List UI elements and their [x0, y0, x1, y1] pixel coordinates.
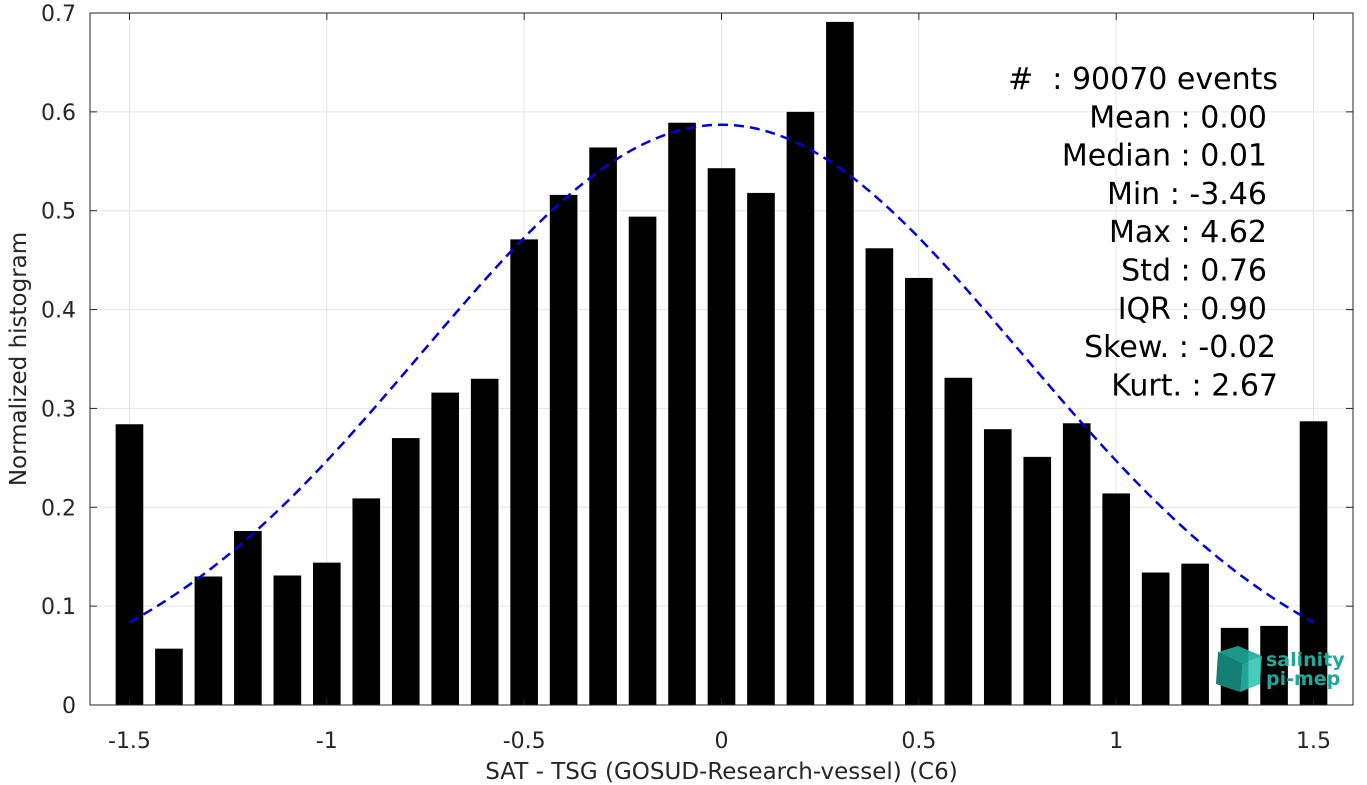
histogram-bar: [944, 377, 973, 705]
x-tick-label: 0: [715, 729, 729, 754]
axis-ticks: -1.5 -1 -0.5 0 0.5 1 1.5 0 0.1 0.2 0.3 0.4 0.5 0.6 0.7: [41, 2, 1353, 754]
histogram-bar: [865, 248, 894, 705]
histogram-bar: [589, 147, 617, 706]
histogram-bars: [115, 21, 1328, 706]
y-tick-label: 0.1: [41, 595, 76, 620]
stat-line: Max : 4.62: [1109, 215, 1267, 250]
y-axis-label: Normalized histogram: [6, 232, 32, 486]
histogram-bar: [668, 122, 696, 705]
histogram-bar: [391, 438, 420, 705]
histogram-bar: [352, 498, 381, 705]
histogram-bar: [1260, 625, 1288, 705]
histogram-bar: [983, 429, 1012, 705]
histogram-bar: [115, 424, 144, 705]
histogram-bar: [194, 576, 223, 705]
histogram-bar: [431, 392, 460, 705]
histogram-bar: [234, 531, 262, 705]
histogram-bar: [470, 378, 499, 705]
y-tick-label: 0.6: [41, 101, 76, 126]
histogram-bar: [1023, 456, 1052, 705]
logo-text-pimep: pi-mep: [1266, 668, 1340, 690]
stat-line: Skew. : -0.02: [1084, 330, 1276, 365]
stat-line: Min : -3.46: [1107, 177, 1267, 212]
histogram-bar: [1062, 423, 1091, 705]
histogram-bar: [786, 111, 815, 706]
x-tick-label: 1: [1109, 729, 1123, 754]
histogram-bar: [628, 216, 657, 705]
x-tick-label: -0.5: [503, 729, 546, 754]
histogram-bar: [1141, 572, 1170, 705]
normal-fit-curve: [128, 123, 1315, 624]
logo-text-salinity: salinity: [1266, 649, 1345, 671]
y-tick-label: 0: [62, 694, 76, 719]
stat-line: Median : 0.01: [1062, 139, 1267, 174]
stat-line: # : 90070 events: [1008, 62, 1278, 97]
histogram-bar: [155, 648, 183, 705]
x-tick-label: -1: [316, 729, 338, 754]
x-tick-label: 0.5: [901, 729, 936, 754]
y-tick-label: 0.3: [41, 397, 76, 422]
x-tick-label: -1.5: [108, 729, 151, 754]
histogram-bar: [510, 239, 538, 705]
y-tick-label: 0.2: [41, 496, 76, 521]
salinity-pimep-logo: salinity pi-mep: [1216, 646, 1345, 692]
stat-line: Kurt. : 2.67: [1111, 368, 1278, 403]
y-tick-label: 0.4: [41, 299, 76, 324]
histogram-bar: [747, 192, 775, 706]
histogram-bar: [826, 21, 854, 705]
stat-line: Mean : 0.00: [1089, 100, 1267, 135]
y-tick-label: 0.5: [41, 200, 76, 225]
histogram-bar: [1181, 563, 1209, 705]
stat-line: IQR : 0.90: [1118, 292, 1267, 327]
histogram-bar: [707, 168, 736, 706]
histogram-bar: [1102, 493, 1131, 705]
histogram-bar: [312, 562, 341, 705]
x-tick-label: 1.5: [1296, 729, 1331, 754]
histogram-bar: [549, 194, 578, 705]
y-tick-label: 0.7: [41, 2, 76, 27]
logo-cube-icon: [1216, 646, 1262, 692]
x-axis-label: SAT - TSG (GOSUD-Research-vessel) (C6): [485, 759, 957, 785]
histogram-bar: [1299, 421, 1328, 705]
histogram-bar: [273, 575, 302, 705]
stat-line: Std : 0.76: [1121, 254, 1267, 289]
histogram-bar: [905, 277, 933, 705]
